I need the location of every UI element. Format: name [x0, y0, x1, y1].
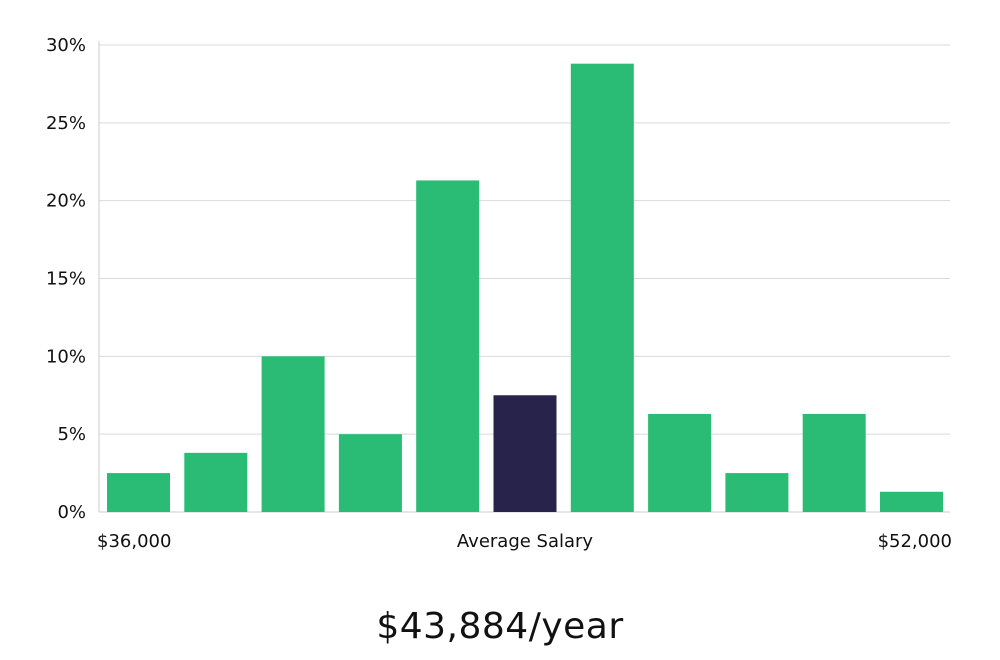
- y-axis-ticks: 0% 5% 10% 15% 20% 25% 30%: [46, 35, 86, 523]
- x-label-min: $36,000: [97, 531, 171, 552]
- bar: [570, 63, 634, 513]
- gridlines: [98, 41, 950, 513]
- bar: [802, 413, 866, 512]
- bars: [107, 63, 943, 513]
- y-tick-label: 10%: [46, 346, 86, 367]
- y-tick-label: 0%: [57, 502, 86, 523]
- bar: [338, 434, 402, 512]
- y-tick-label: 30%: [46, 35, 86, 56]
- bar: [725, 473, 789, 512]
- bar: [261, 356, 325, 512]
- bar: [880, 491, 943, 512]
- bar: [107, 473, 170, 512]
- bar-highlighted: [493, 395, 557, 512]
- average-salary-value: $43,884/year: [376, 606, 624, 647]
- y-tick-label: 20%: [46, 191, 86, 212]
- bar: [416, 180, 480, 512]
- bar: [184, 452, 248, 512]
- y-tick-label: 25%: [46, 113, 86, 134]
- x-label-center: Average Salary: [457, 531, 594, 552]
- x-label-max: $52,000: [878, 531, 952, 552]
- y-tick-label: 15%: [46, 269, 86, 290]
- y-tick-label: 5%: [57, 424, 86, 445]
- bar: [648, 413, 712, 512]
